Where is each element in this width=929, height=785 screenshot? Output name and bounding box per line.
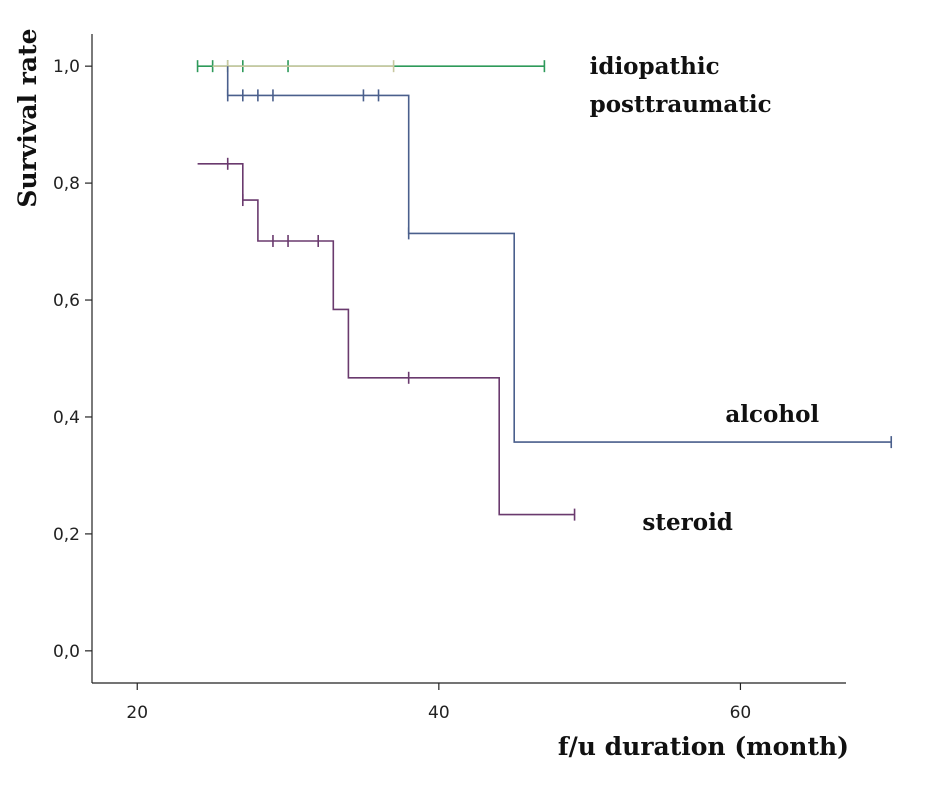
y-tick-label: 0,0 <box>53 642 80 662</box>
series-label-steroid: steroid <box>642 509 732 536</box>
series-layer <box>196 60 893 521</box>
series-steroid <box>197 157 576 521</box>
series-label-alcohol: alcohol <box>725 401 819 428</box>
x-axis-title: f/u duration (month) <box>558 732 849 761</box>
y-tick-label: 0,8 <box>53 174 80 194</box>
y-tick-label: 1,0 <box>53 57 80 77</box>
y-tick-label: 0,2 <box>53 525 80 545</box>
y-tick-label: 0,4 <box>53 408 80 428</box>
y-axis-title: Survival rate <box>13 28 42 207</box>
series-alcohol <box>226 66 893 449</box>
series-label-posttraumatic: posttraumatic <box>590 91 772 118</box>
x-tick-label: 20 <box>126 703 148 723</box>
x-tick-label: 40 <box>428 703 450 723</box>
series-line-alcohol <box>226 66 892 443</box>
x-tick-label: 60 <box>730 703 752 723</box>
annotation-layer: idiopathic posttraumatic alcohol steroid <box>590 53 820 536</box>
axis-ticks: 20 40 60 0,0 0,2 0,4 0,6 0,8 1,0 <box>53 57 751 723</box>
series-label-idiopathic: idiopathic <box>590 53 720 80</box>
series-posttraumatic <box>212 60 395 73</box>
series-line-steroid <box>197 163 575 516</box>
y-tick-label: 0,6 <box>53 291 80 311</box>
